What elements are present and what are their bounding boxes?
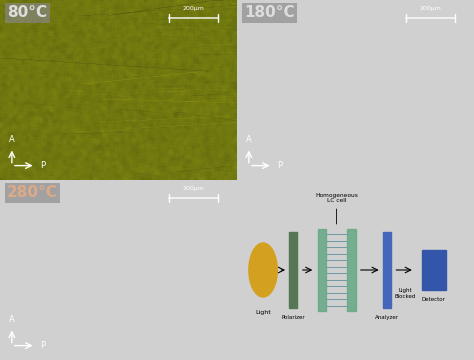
Bar xyxy=(383,232,391,308)
Text: 280°C: 280°C xyxy=(7,185,58,201)
Text: Light
Blocked: Light Blocked xyxy=(394,288,416,299)
Ellipse shape xyxy=(249,243,277,297)
Text: 200μm: 200μm xyxy=(182,6,204,11)
Text: P: P xyxy=(40,161,46,170)
Text: Light: Light xyxy=(255,310,271,315)
Text: 200μm: 200μm xyxy=(419,6,441,11)
Text: A: A xyxy=(246,135,252,144)
Bar xyxy=(289,232,298,308)
Text: Polarizer: Polarizer xyxy=(282,315,305,320)
Text: A: A xyxy=(9,135,15,144)
Text: Homogeneous
LC cell: Homogeneous LC cell xyxy=(315,193,358,224)
Bar xyxy=(318,229,326,311)
Text: 180°C: 180°C xyxy=(244,5,295,21)
Text: Detector: Detector xyxy=(422,297,446,302)
Text: 200μm: 200μm xyxy=(182,186,204,191)
Text: P: P xyxy=(40,341,46,350)
Text: P: P xyxy=(277,161,283,170)
Text: A: A xyxy=(9,315,15,324)
Text: Analyzer: Analyzer xyxy=(375,315,399,320)
Text: 80°C: 80°C xyxy=(7,5,47,21)
Bar xyxy=(422,250,446,290)
Bar xyxy=(347,229,356,311)
